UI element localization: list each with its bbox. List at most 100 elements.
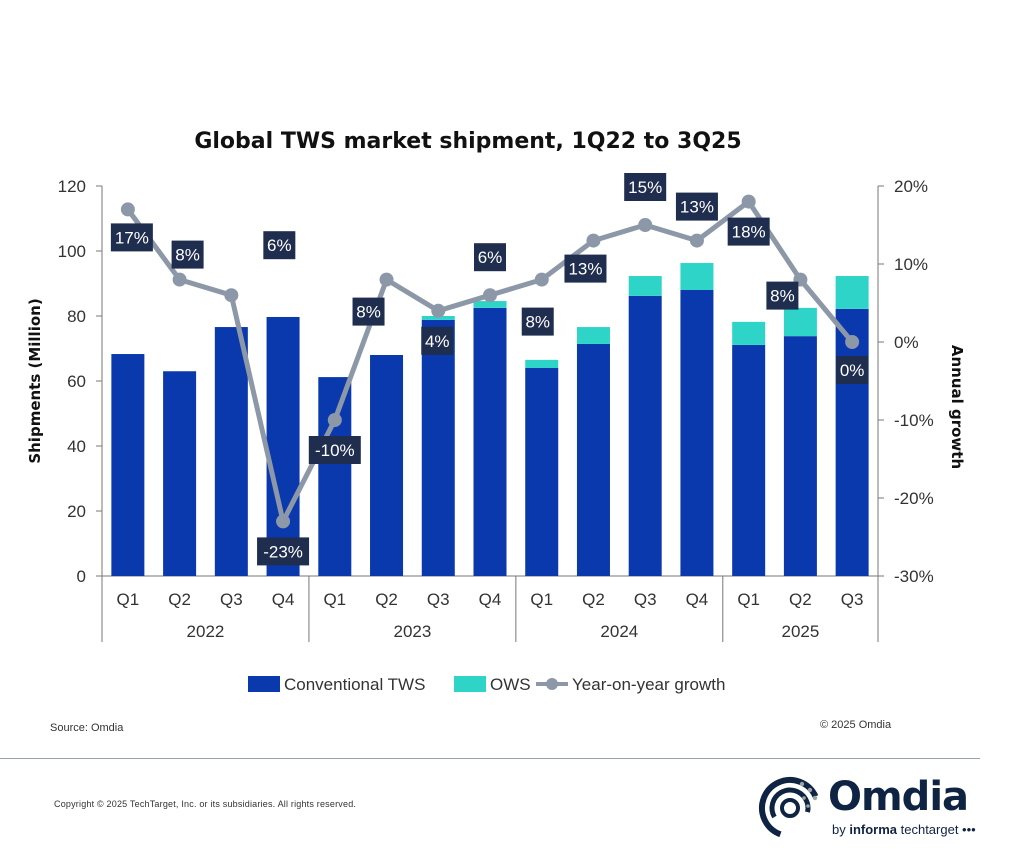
growth-point — [379, 272, 394, 287]
growth-label-box — [474, 243, 506, 272]
bar-ows — [473, 301, 507, 308]
axes: 0 20 40 60 80 100 120 -30% -20% -10% 0% 10% 20% Q1 Q2 Q… — [58, 177, 934, 642]
growth-point — [741, 194, 756, 209]
omdia-logo-text: Omdia — [828, 774, 969, 820]
omdia-logo: Omdia by informa techtarget ••• — [756, 772, 976, 844]
y-tick-label: 60 — [67, 372, 86, 391]
x-tick-label: Q2 — [789, 590, 812, 609]
growth-data-label: -23% — [257, 537, 310, 566]
bar-conventional-tws — [680, 290, 714, 576]
bar-ows — [732, 321, 766, 345]
legend-item-ows: OWS — [454, 675, 531, 694]
x-tick-label: Q1 — [323, 590, 346, 609]
bar-ows — [680, 263, 714, 290]
y2-axis-title: Annual growth — [948, 345, 966, 469]
growth-point — [534, 272, 549, 287]
bars — [111, 263, 869, 576]
x-tick-label: Q2 — [582, 590, 605, 609]
growth-data-label: 15% — [624, 173, 667, 201]
footer-divider — [0, 758, 980, 759]
growth-label-text: 8% — [175, 246, 200, 265]
bar-conventional-tws — [163, 371, 197, 576]
growth-label-box — [521, 307, 554, 336]
bar-conventional-tws — [421, 319, 455, 576]
growth-data-label: -10% — [308, 436, 361, 464]
growth-label-box — [257, 537, 310, 566]
bar-conventional-tws — [370, 355, 404, 576]
growth-label-text: 8% — [356, 303, 381, 322]
omdia-logo-icon — [759, 777, 821, 839]
footer-copyright: Copyright © 2025 TechTarget, Inc. or its… — [54, 799, 357, 809]
growth-label-text: 8% — [525, 313, 550, 332]
growth-label-text: 13% — [680, 198, 714, 217]
growth-label-box — [564, 254, 607, 283]
growth-label-box — [263, 231, 296, 260]
growth-label-box — [352, 297, 385, 326]
growth-labels: 17% 8% 6% -23% -10% 8% 4% 6% 8% 13% 15% 13% 18% 8% 0% — [110, 173, 869, 566]
growth-label-text: -10% — [315, 441, 355, 460]
y2-tick-label: -30% — [894, 567, 934, 586]
x-tick-label: Q4 — [272, 590, 295, 609]
growth-data-label: 4% — [421, 326, 454, 355]
bar-conventional-tws — [835, 308, 869, 576]
growth-label-box — [624, 173, 667, 201]
x-tick-label: Q3 — [634, 590, 657, 609]
growth-point — [172, 272, 187, 287]
chart-title: Global TWS market shipment, 1Q22 to 3Q25 — [194, 129, 741, 154]
bar-ows — [421, 316, 455, 320]
growth-label-box — [421, 326, 454, 355]
y2-tick-label: -10% — [894, 411, 934, 430]
x-tick-label: Q3 — [220, 590, 243, 609]
y2-tick-label: 20% — [894, 177, 928, 196]
group-label: 2025 — [781, 622, 819, 641]
x-tick-label: Q1 — [737, 590, 760, 609]
y2-tick-label: 10% — [894, 255, 928, 274]
growth-point — [483, 288, 497, 303]
legend: Conventional TWS OWS Year-on-year growth — [248, 675, 725, 694]
y-tick-label: 0 — [77, 567, 86, 586]
legend-swatch-ows — [454, 676, 486, 692]
growth-data-label: 13% — [675, 192, 718, 221]
growth-label-text: 13% — [568, 260, 602, 279]
growth-label-box — [675, 192, 718, 221]
group-label: 2023 — [393, 622, 431, 641]
growth-data-label: 6% — [474, 243, 506, 272]
growth-point — [431, 303, 446, 318]
bar-conventional-tws — [473, 307, 507, 576]
growth-data-label: 6% — [263, 231, 296, 260]
bar-conventional-tws — [266, 316, 300, 576]
bar-conventional-tws — [576, 343, 610, 576]
legend-item-conventional-tws: Conventional TWS — [248, 675, 425, 694]
y-tick-label: 20 — [67, 502, 86, 521]
x-tick-label: Q4 — [479, 590, 502, 609]
growth-label-text: -23% — [263, 542, 303, 561]
growth-data-label: 8% — [171, 240, 204, 269]
growth-label-box — [836, 356, 869, 384]
bar-conventional-tws — [628, 295, 662, 576]
growth-point — [224, 288, 239, 303]
growth-label-box — [110, 223, 153, 252]
bar-ows — [576, 327, 610, 344]
x-tick-label: Q3 — [427, 590, 450, 609]
source-note: Source: Omdia — [50, 722, 124, 734]
bar-conventional-tws — [525, 368, 559, 576]
growth-label-text: 6% — [478, 248, 503, 267]
y-tick-label: 40 — [67, 437, 86, 456]
growth-label-text: 4% — [425, 332, 450, 351]
bar-conventional-tws — [318, 377, 352, 576]
growth-label-text: 15% — [628, 178, 662, 197]
growth-label-text: 18% — [732, 223, 766, 242]
growth-data-label: 17% — [110, 223, 153, 252]
growth-label-box — [171, 240, 204, 269]
x-tick-label: Q1 — [117, 590, 140, 609]
growth-label-text: 8% — [770, 287, 795, 306]
chart: Global TWS market shipment, 1Q22 to 3Q25… — [26, 129, 966, 694]
x-tick-label: Q1 — [530, 590, 553, 609]
bar-conventional-tws — [783, 336, 817, 576]
omdia-logo-subtitle: by informa techtarget ••• — [832, 822, 976, 837]
group-label: 2022 — [187, 622, 225, 641]
growth-data-label: 0% — [836, 356, 869, 384]
bar-ows — [835, 276, 869, 309]
bar-ows — [525, 359, 559, 368]
growth-point — [845, 335, 860, 349]
